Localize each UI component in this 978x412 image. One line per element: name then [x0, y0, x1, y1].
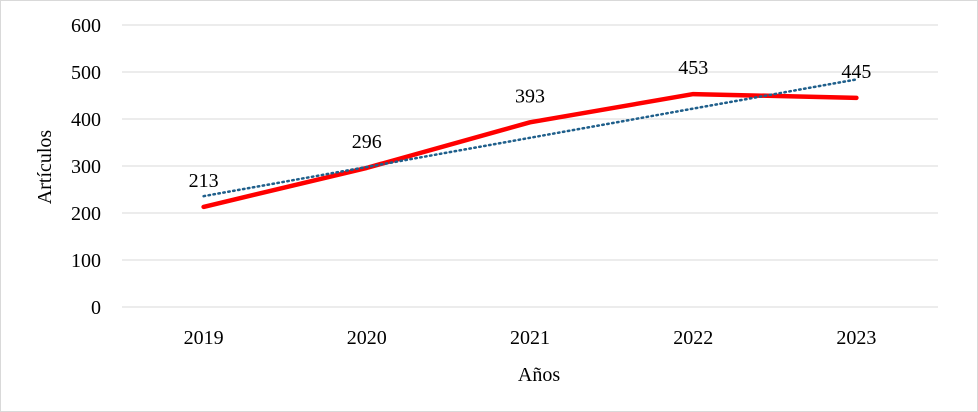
data-labels: 213 296 393 453 445: [189, 57, 872, 192]
data-label: 296: [352, 131, 382, 153]
x-tick-label: 2022: [673, 327, 713, 349]
x-axis-title: Años: [518, 364, 560, 386]
x-tick-label: 2021: [510, 327, 550, 349]
data-label: 445: [841, 61, 871, 83]
y-tick-label: 200: [71, 203, 101, 225]
x-tick-label: 2019: [184, 327, 224, 349]
series: [201, 91, 859, 210]
y-tick-label: 500: [71, 62, 101, 84]
trendline-group: [202, 78, 858, 198]
y-axis-ticks: 0 100 200 300 400 500 600: [71, 15, 101, 319]
y-tick-label: 600: [71, 15, 101, 37]
x-axis-ticks: 2019 2020 2021 2022 2023: [184, 327, 877, 349]
data-label: 213: [189, 170, 219, 192]
series-line: [201, 91, 859, 210]
gridlines: [122, 24, 938, 308]
data-label: 453: [678, 57, 708, 79]
y-tick-label: 100: [71, 250, 101, 272]
y-tick-label: 300: [71, 156, 101, 178]
y-tick-label: 0: [91, 297, 101, 319]
trendline: [202, 78, 858, 198]
y-tick-label: 400: [71, 109, 101, 131]
y-axis-title: Artículos: [34, 130, 56, 205]
x-tick-label: 2020: [347, 327, 387, 349]
data-label: 393: [515, 85, 545, 107]
x-tick-label: 2023: [836, 327, 876, 349]
